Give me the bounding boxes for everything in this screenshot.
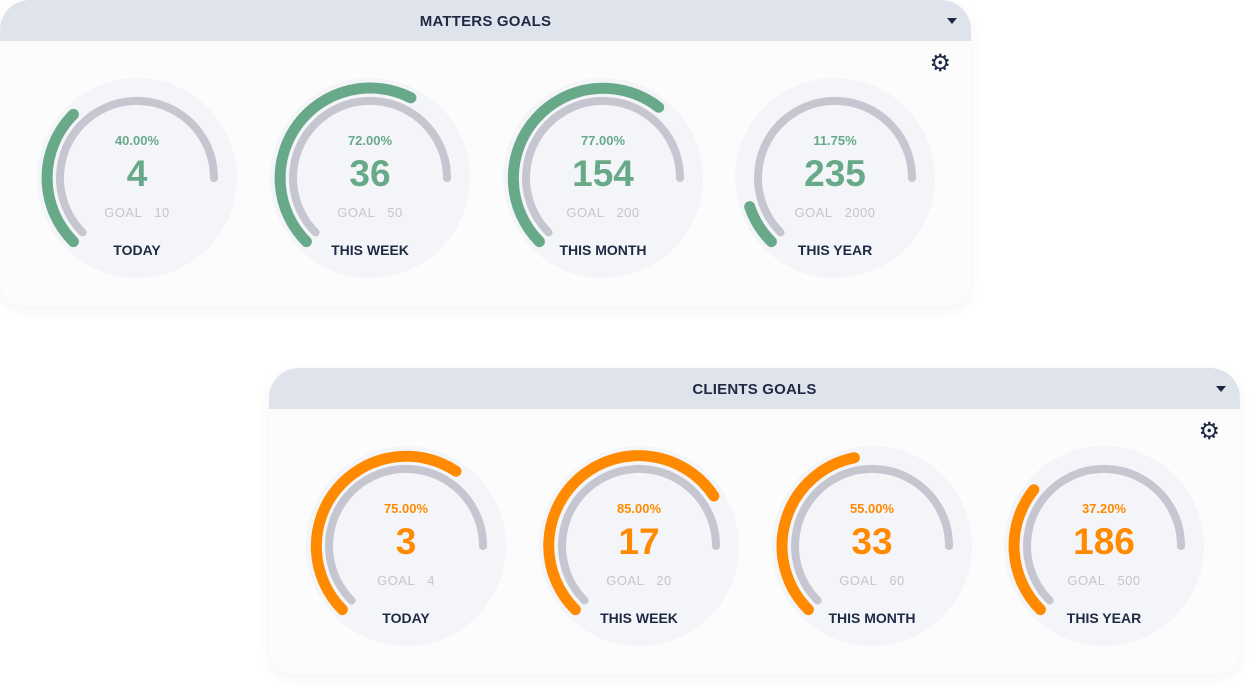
gauge-background [1004, 446, 1204, 646]
gauge-period-label: THIS YEAR [797, 242, 873, 258]
gauge-this-year: 11.75% 235 GOAL 2000 THIS YEAR [725, 78, 945, 278]
goal-value: 4 [427, 573, 435, 588]
gauge-value: 33 [851, 521, 893, 562]
goal-value: 50 [387, 205, 403, 220]
goal-label: GOAL [1067, 573, 1106, 588]
gauge-goal: GOAL 4 [296, 573, 516, 588]
gauge-track [289, 96, 451, 237]
gauge-value: 17 [618, 521, 660, 562]
gauge-background [772, 446, 972, 646]
gauge-background [37, 78, 237, 278]
matters-goals-panel: MATTERS GOALS ⚙ 40.00% 4 GOAL 10 TODAY 72.00%… [0, 0, 971, 306]
gauge-progress [507, 82, 665, 248]
gauge-value: 3 [395, 521, 417, 562]
goal-value: 200 [616, 205, 640, 220]
gauge-value: 154 [572, 153, 634, 194]
gauge-period-label: THIS MONTH [559, 242, 647, 258]
gauge-track [791, 464, 953, 605]
gauge-value: 235 [804, 153, 866, 194]
gauge-arc [772, 446, 972, 646]
goal-value: 500 [1117, 573, 1141, 588]
gear-icon[interactable]: ⚙ [929, 50, 951, 77]
gauge-period-label: THIS WEEK [600, 610, 678, 626]
gauge-track [56, 96, 218, 237]
gauge-background [270, 78, 470, 278]
gauge-percent: 40.00% [114, 133, 160, 148]
goal-label: GOAL [566, 205, 605, 220]
gauge-today: 75.00% 3 GOAL 4 TODAY [296, 446, 516, 646]
goal-value: 2000 [844, 205, 876, 220]
gauge-track [325, 464, 487, 605]
goal-label: GOAL [794, 205, 833, 220]
gauge-period-label: THIS YEAR [1066, 610, 1142, 626]
panel-header[interactable]: MATTERS GOALS [0, 0, 971, 41]
gauge-background [539, 446, 739, 646]
gauge-background [735, 78, 935, 278]
goal-value: 10 [154, 205, 170, 220]
gauge-goal: GOAL 60 [762, 573, 982, 588]
gauge-background [306, 446, 506, 646]
gauge-arc [1004, 446, 1204, 646]
gauge-goal: GOAL 2000 [725, 205, 945, 220]
gauge-period-label: THIS WEEK [331, 242, 409, 258]
gear-icon[interactable]: ⚙ [1198, 418, 1220, 445]
gauge-goal: GOAL 10 [27, 205, 247, 220]
gauge-goal: GOAL 50 [260, 205, 480, 220]
gauge-percent: 85.00% [616, 501, 662, 516]
gauge-percent: 11.75% [813, 133, 857, 148]
gauge-track [522, 96, 684, 237]
gauge-progress [274, 82, 417, 248]
gauge-today: 40.00% 4 GOAL 10 TODAY [27, 78, 247, 278]
gauge-period-label: TODAY [113, 242, 161, 258]
panel-header[interactable]: CLIENTS GOALS [269, 368, 1240, 409]
gauge-track [558, 464, 720, 605]
gauge-value: 4 [126, 153, 148, 194]
gauge-progress [776, 452, 860, 616]
goal-label: GOAL [377, 573, 416, 588]
gauge-percent: 77.00% [580, 133, 626, 148]
gauge-this-week: 72.00% 36 GOAL 50 THIS WEEK [260, 78, 480, 278]
caret-down-icon[interactable] [1216, 386, 1226, 392]
goal-label: GOAL [337, 205, 376, 220]
gauge-arc [306, 446, 506, 646]
gauge-goal: GOAL 500 [994, 573, 1214, 588]
gauge-percent: 55.00% [849, 501, 895, 516]
gauge-percent: 72.00% [347, 133, 393, 148]
gauge-period-label: THIS MONTH [828, 610, 916, 626]
panel-title: CLIENTS GOALS [692, 381, 817, 398]
gauge-this-month: 77.00% 154 GOAL 200 THIS MONTH [493, 78, 713, 278]
gauge-background [503, 78, 703, 278]
goal-label: GOAL [104, 205, 143, 220]
gauge-arc [37, 78, 237, 278]
gauge-value: 186 [1073, 521, 1135, 562]
gauge-percent: 37.20% [1081, 501, 1127, 516]
gauge-this-month: 55.00% 33 GOAL 60 THIS MONTH [762, 446, 982, 646]
gauge-progress [543, 450, 720, 616]
clients-goals-panel: CLIENTS GOALS ⚙ 75.00% 3 GOAL 4 TODAY 85.00% 1… [269, 368, 1240, 674]
gauge-this-year: 37.20% 186 GOAL 500 THIS YEAR [994, 446, 1214, 646]
gauge-period-label: TODAY [382, 610, 430, 626]
goal-label: GOAL [606, 573, 645, 588]
gauge-progress [310, 450, 462, 616]
goal-value: 60 [889, 573, 905, 588]
gauge-this-week: 85.00% 17 GOAL 20 THIS WEEK [529, 446, 749, 646]
caret-down-icon[interactable] [947, 18, 957, 24]
gauge-arc [270, 78, 470, 278]
gauge-arc [503, 78, 703, 278]
gauge-track [754, 96, 916, 237]
gauge-track [1023, 464, 1185, 605]
goal-value: 20 [656, 573, 672, 588]
gauge-goal: GOAL 20 [529, 573, 749, 588]
gauge-arc [539, 446, 739, 646]
gauge-arc [735, 78, 935, 278]
panel-title: MATTERS GOALS [419, 13, 552, 30]
gauge-progress [1008, 484, 1046, 616]
gauge-goal: GOAL 200 [493, 205, 713, 220]
gauge-percent: 75.00% [383, 501, 429, 516]
gauge-progress [744, 201, 777, 248]
goal-label: GOAL [839, 573, 878, 588]
gauge-value: 36 [349, 153, 391, 194]
gauge-progress [41, 108, 79, 248]
